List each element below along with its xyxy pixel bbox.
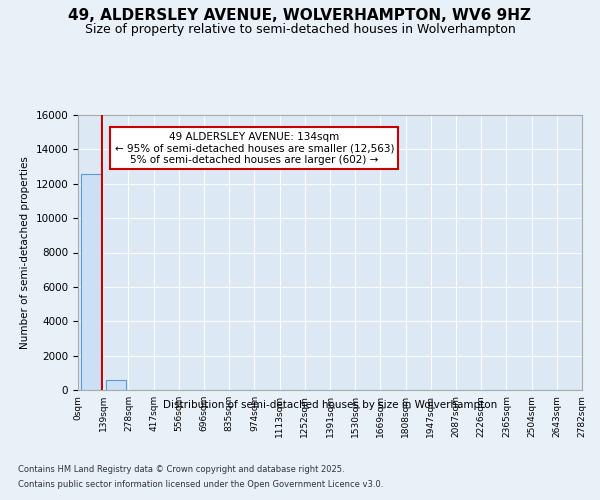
Text: 49 ALDERSLEY AVENUE: 134sqm
← 95% of semi-detached houses are smaller (12,563)
5: 49 ALDERSLEY AVENUE: 134sqm ← 95% of sem… [115,132,394,164]
Text: Distribution of semi-detached houses by size in Wolverhampton: Distribution of semi-detached houses by … [163,400,497,410]
Bar [80,174,101,390]
Y-axis label: Number of semi-detached properties: Number of semi-detached properties [20,156,30,349]
Text: 49, ALDERSLEY AVENUE, WOLVERHAMPTON, WV6 9HZ: 49, ALDERSLEY AVENUE, WOLVERHAMPTON, WV6… [68,8,532,22]
Text: Size of property relative to semi-detached houses in Wolverhampton: Size of property relative to semi-detach… [85,22,515,36]
Bar [106,380,126,390]
Text: Contains public sector information licensed under the Open Government Licence v3: Contains public sector information licen… [18,480,383,489]
Text: Contains HM Land Registry data © Crown copyright and database right 2025.: Contains HM Land Registry data © Crown c… [18,465,344,474]
